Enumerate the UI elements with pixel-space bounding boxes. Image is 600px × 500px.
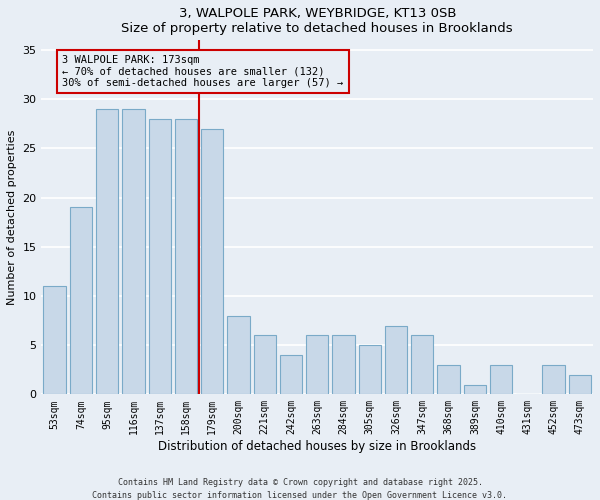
Bar — [122, 109, 145, 395]
Text: 3 WALPOLE PARK: 173sqm
← 70% of detached houses are smaller (132)
30% of semi-de: 3 WALPOLE PARK: 173sqm ← 70% of detached… — [62, 55, 344, 88]
Bar — [411, 336, 433, 394]
Title: 3, WALPOLE PARK, WEYBRIDGE, KT13 0SB
Size of property relative to detached house: 3, WALPOLE PARK, WEYBRIDGE, KT13 0SB Siz… — [121, 7, 513, 35]
Bar — [149, 119, 171, 394]
Bar — [306, 336, 328, 394]
Bar — [70, 208, 92, 394]
Y-axis label: Number of detached properties: Number of detached properties — [7, 130, 17, 305]
Bar — [332, 336, 355, 394]
Bar — [227, 316, 250, 394]
Bar — [201, 129, 223, 394]
Bar — [175, 119, 197, 394]
Bar — [359, 345, 381, 395]
Bar — [43, 286, 66, 395]
Text: Contains HM Land Registry data © Crown copyright and database right 2025.
Contai: Contains HM Land Registry data © Crown c… — [92, 478, 508, 500]
Bar — [254, 336, 276, 394]
Bar — [437, 365, 460, 394]
Bar — [280, 355, 302, 395]
Bar — [385, 326, 407, 394]
Bar — [542, 365, 565, 394]
Bar — [96, 109, 118, 395]
Bar — [464, 384, 486, 394]
Bar — [569, 374, 591, 394]
X-axis label: Distribution of detached houses by size in Brooklands: Distribution of detached houses by size … — [158, 440, 476, 453]
Bar — [490, 365, 512, 394]
